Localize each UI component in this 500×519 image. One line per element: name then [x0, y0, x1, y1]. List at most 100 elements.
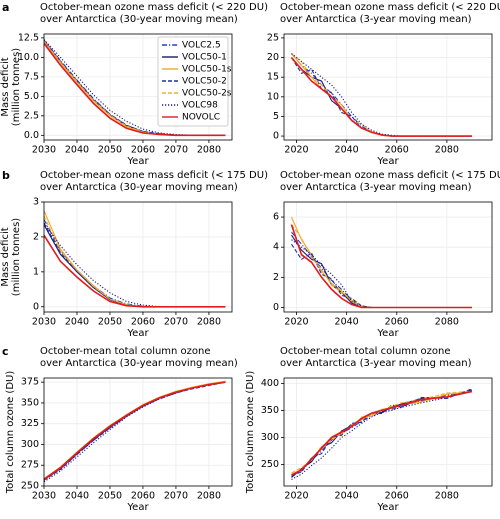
x-tick-label: 2020 [284, 145, 308, 156]
panel: October-mean ozone mass deficit (< 220 D… [267, 2, 500, 167]
y-axis-label: Total column ozone (DU) [5, 371, 16, 495]
x-axis-label: Year [376, 328, 399, 339]
series-line [44, 381, 226, 483]
panel: October-mean ozone mass deficit (< 175 D… [273, 170, 500, 339]
x-tick-label: 2060 [385, 491, 409, 502]
x-tick-label: 2030 [32, 491, 56, 502]
y-tick-label: 25 [267, 32, 279, 43]
series-line [44, 222, 226, 308]
x-tick-label: 2080 [197, 145, 221, 156]
y-tick-label: 15 [267, 72, 279, 83]
panel: b October-mean ozone mass deficit (< 175 … [0, 169, 268, 339]
x-tick-label: 2080 [197, 317, 221, 328]
series-line [44, 234, 226, 308]
y-tick-label: 300 [21, 439, 39, 450]
series-line [44, 380, 226, 480]
y-tick-label: 12.5 [18, 32, 39, 43]
plot-frame [283, 377, 493, 487]
y-tick-label: 2.5 [24, 110, 39, 121]
y-axis-label: (million tonnes) [11, 48, 22, 126]
y-tick-label: 0 [33, 301, 39, 312]
y-tick-label: 2 [33, 231, 39, 242]
x-tick-label: 2030 [32, 317, 56, 328]
y-tick-label: 2 [273, 272, 279, 283]
panel: a October-mean ozone mass deficit (< 220 … [0, 1, 268, 167]
x-tick-label: 2080 [197, 491, 221, 502]
panel-label: a [2, 1, 9, 14]
panel-label: b [2, 169, 10, 182]
x-tick-label: 2040 [65, 145, 89, 156]
plot-frame [43, 33, 233, 141]
y-tick-label: 250 [261, 459, 279, 470]
panel-title: over Antarctica (30-year moving mean) [40, 358, 238, 369]
legend-label: NOVOLC [182, 113, 220, 123]
panel-label: c [2, 345, 9, 358]
x-tick-label: 2020 [284, 317, 308, 328]
series-line [291, 390, 473, 476]
y-tick-label: 10.0 [18, 52, 39, 63]
series-line [291, 53, 472, 137]
legend-label: VOLC50-2 [182, 77, 227, 87]
y-tick-label: 10 [267, 91, 279, 102]
panel-title: over Antarctica (3-year moving mean) [280, 14, 472, 25]
x-tick-label: 2050 [98, 145, 122, 156]
x-tick-label: 2050 [98, 317, 122, 328]
x-tick-label: 2070 [164, 317, 188, 328]
x-tick-label: 2040 [65, 491, 89, 502]
series-line [291, 224, 472, 309]
y-tick-label: 300 [261, 432, 279, 443]
series-line [44, 210, 226, 308]
plot-frame [43, 201, 233, 313]
x-tick-label: 2070 [164, 491, 188, 502]
legend-label: VOLC50-2s [182, 89, 232, 99]
y-tick-label: 275 [21, 460, 39, 471]
legend: VOLC2.5 VOLC50-1 VOLC50-1s VOLC50-2 VOLC50-2… [157, 36, 232, 127]
y-tick-label: 3 [33, 197, 39, 208]
series-line [44, 219, 226, 308]
plot-frame [283, 201, 493, 313]
series-line [291, 53, 472, 137]
x-tick-label: 2050 [98, 491, 122, 502]
x-tick-label: 2060 [385, 145, 409, 156]
legend-box [157, 36, 229, 127]
panel-title: October-mean ozone mass deficit (< 220 D… [280, 2, 500, 13]
series-line [291, 391, 473, 475]
series-line [44, 381, 226, 479]
x-axis-label: Year [126, 328, 149, 339]
panel-title: October-mean total column ozone [280, 346, 451, 357]
x-tick-label: 2030 [32, 145, 56, 156]
panel-title: October-mean ozone mass deficit (< 175 D… [280, 170, 500, 181]
x-tick-label: 2080 [435, 491, 459, 502]
panel-title: over Antarctica (3-year moving mean) [280, 182, 472, 193]
y-tick-label: 350 [261, 405, 279, 416]
panel-title: October-mean ozone mass deficit (< 220 D… [40, 2, 268, 13]
x-tick-label: 2040 [65, 317, 89, 328]
y-tick-label: 5.0 [24, 91, 39, 102]
y-tick-label: 250 [21, 481, 39, 492]
plot-frame [43, 377, 233, 487]
x-tick-label: 2040 [335, 145, 359, 156]
legend-label: VOLC98 [182, 101, 218, 111]
panel-title: over Antarctica (30-year moving mean) [40, 14, 238, 25]
series-line [291, 231, 472, 309]
x-axis-label: Year [376, 502, 399, 513]
x-axis-label: Year [376, 156, 399, 167]
y-tick-label: 400 [261, 378, 279, 389]
y-tick-label: 20 [267, 52, 279, 63]
series-line [44, 381, 226, 481]
x-tick-label: 2060 [385, 317, 409, 328]
x-axis-label: Year [126, 156, 149, 167]
x-tick-label: 2020 [284, 491, 308, 502]
series-line [44, 42, 226, 137]
panel-title: over Antarctica (30-year moving mean) [40, 182, 238, 193]
y-axis-label: Mass deficit [0, 57, 11, 116]
y-tick-label: 1 [33, 266, 39, 277]
series-line [44, 39, 226, 136]
y-tick-label: 350 [21, 397, 39, 408]
series-line [44, 380, 226, 479]
y-tick-label: 6 [273, 212, 279, 223]
series-line [44, 222, 226, 308]
series-line [290, 57, 472, 137]
x-tick-label: 2040 [335, 317, 359, 328]
